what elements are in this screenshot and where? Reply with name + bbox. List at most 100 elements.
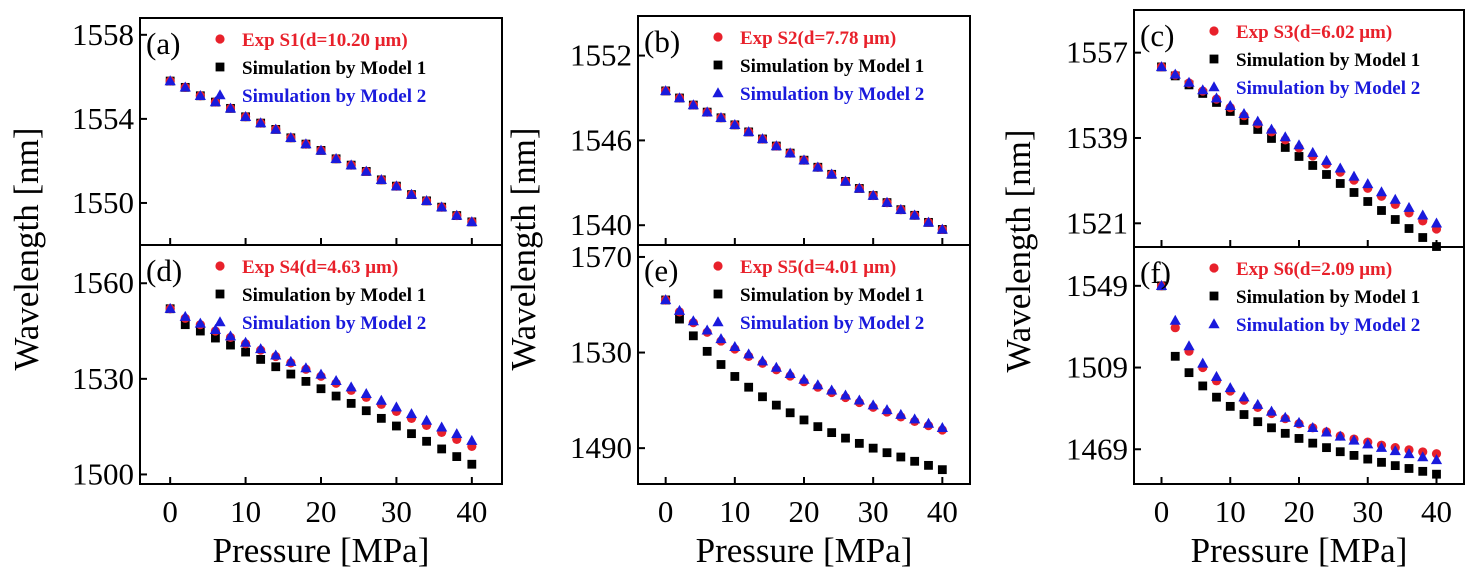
chart-panel-a: 1550 1554 1558 (a) Exp S1(d=10.20 μm) Simulat… [7,17,503,371]
data-point [729,119,741,130]
data-point [813,422,823,432]
x-axis-label: Pressure [MPa] [1191,531,1408,570]
data-point [1320,154,1333,165]
y-tick-label: 1570 [570,239,632,274]
data-point [730,372,740,381]
data-point [1224,99,1236,110]
legend-marker [215,62,225,72]
series-model2 [660,85,948,234]
data-point [315,368,327,379]
data-point [1169,314,1181,325]
data-point [660,294,672,305]
data-point [1280,428,1290,438]
data-point [756,355,769,366]
data-point [1307,422,1319,433]
data-point [195,326,205,336]
data-point [839,389,852,400]
data-point [330,374,342,385]
legend-entry: Simulation by Model 1 [1236,287,1420,308]
data-point [452,452,462,461]
data-point [895,408,907,419]
data-point [1239,116,1249,125]
legend-entry: Exp S5(d=4.01 μm) [740,257,896,278]
data-point [255,343,267,354]
data-point [1335,179,1345,188]
data-point [715,333,727,344]
data-point [194,317,206,328]
data-point [1265,123,1278,134]
legend-entry: Exp S4(d=4.63 μm) [242,257,398,278]
data-point [1253,417,1263,427]
legend-entry: Simulation by Model 1 [740,285,924,306]
data-point [798,154,810,165]
y-tick-label: 1490 [570,430,632,465]
y-tick-label: 1509 [1066,350,1128,385]
data-point [164,302,176,313]
data-point [770,140,782,151]
data-point [771,400,781,410]
y-tick-label: 1469 [1066,431,1128,466]
legend-marker [215,34,225,44]
data-point [1335,447,1345,457]
y-tick-label: 1539 [1066,120,1128,155]
data-point [1417,209,1429,220]
panel-label: (f) [1140,255,1171,290]
legend-marker [1208,81,1220,92]
chart-panel-b: 1540 1546 1552 (b) Exp S2(d=7.78 μm) Simulati… [504,15,971,371]
y-axis-label: Wavelength [nm] [7,127,46,370]
data-point [1294,434,1304,443]
data-point [854,438,864,448]
data-point [1403,201,1415,212]
plot-frame [1133,246,1465,485]
data-point [1403,448,1415,459]
data-point [239,336,252,347]
data-point [1404,464,1414,473]
data-point [1363,197,1373,206]
data-point [1349,450,1359,460]
data-point [675,314,684,324]
data-point [1431,449,1442,459]
data-point [716,360,726,369]
plot-frame [637,244,971,485]
data-point [936,223,948,234]
data-point [922,417,935,428]
x-tick-label: 20 [1284,494,1315,529]
data-point [1418,466,1428,476]
y-tick-label: 1552 [570,38,632,73]
data-point [1225,401,1235,411]
data-point [194,89,206,100]
data-point [437,444,447,454]
legend-marker [712,87,724,98]
data-point [1183,76,1195,87]
legend-marker [713,60,723,70]
data-point [687,99,699,110]
data-point [1334,430,1346,441]
data-point [882,448,892,458]
data-point [1224,382,1236,393]
data-point [1184,368,1194,378]
data-point [1183,340,1195,351]
legend-entry: Simulation by Model 2 [740,313,924,334]
data-point [224,330,237,341]
data-point [881,404,893,415]
data-point [1293,416,1305,427]
y-tick-label: 1530 [72,361,134,396]
x-axis-label: Pressure [MPa] [696,531,913,570]
data-point [164,75,176,86]
data-point [784,368,796,379]
y-tick-label: 1530 [570,335,632,370]
data-point [1197,84,1209,95]
data-point [687,315,699,326]
data-point [867,189,879,200]
legend-marker [1209,54,1219,64]
data-point [937,465,947,475]
data-point [1265,405,1278,416]
data-point [451,428,463,439]
data-point [1390,215,1400,224]
data-point [1363,454,1373,464]
y-tick-label: 1560 [72,265,134,300]
data-point [1155,61,1168,72]
data-point [867,399,879,410]
data-point [1294,152,1304,161]
data-point [1238,108,1250,119]
